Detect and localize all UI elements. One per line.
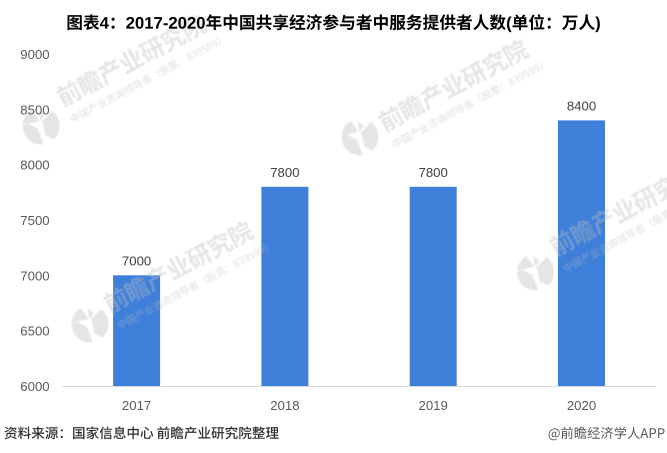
svg-text:8500: 8500 bbox=[20, 102, 49, 117]
svg-text:7000: 7000 bbox=[122, 253, 151, 268]
svg-text:7500: 7500 bbox=[20, 213, 49, 228]
svg-text:8000: 8000 bbox=[20, 158, 49, 173]
svg-text:2019: 2019 bbox=[419, 398, 448, 413]
svg-text:2020: 2020 bbox=[567, 398, 596, 413]
svg-text:2018: 2018 bbox=[270, 398, 299, 413]
svg-text:6000: 6000 bbox=[20, 379, 49, 394]
svg-text:9000: 9000 bbox=[20, 47, 49, 62]
svg-text:2017: 2017 bbox=[122, 398, 151, 413]
svg-text:6500: 6500 bbox=[20, 324, 49, 339]
svg-text:7800: 7800 bbox=[270, 165, 299, 180]
svg-text:7000: 7000 bbox=[20, 268, 49, 283]
svg-text:8400: 8400 bbox=[567, 98, 596, 113]
svg-text:7800: 7800 bbox=[419, 165, 448, 180]
